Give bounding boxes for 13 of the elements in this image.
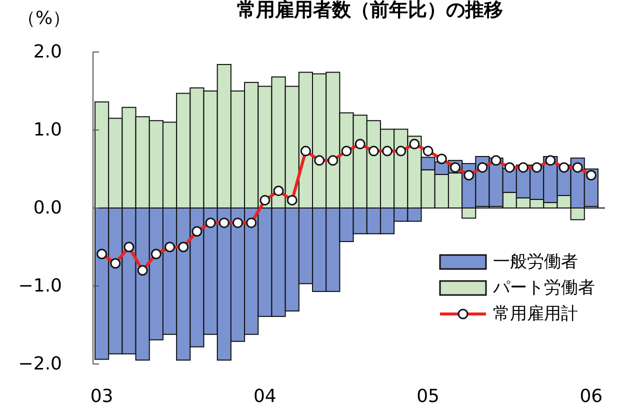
legend-label: 一般労働者 [493,252,578,272]
legend-label: パート労働者 [492,278,595,298]
x-tick-label: 05 [416,386,440,407]
y-tick-label: 2.0 [33,42,62,62]
y-tick-label: −2.0 [18,354,62,374]
x-tick-label: 04 [253,386,276,407]
y-tick-label: 1.0 [33,120,62,140]
y-tick-label: 0.0 [33,198,62,218]
x-tick-label: 06 [580,386,603,407]
legend-label: 常用雇用計 [493,304,578,324]
y-tick-label: −1.0 [18,276,62,296]
x-tick-label: 03 [90,386,114,407]
y-axis-title: （%） [17,8,71,29]
